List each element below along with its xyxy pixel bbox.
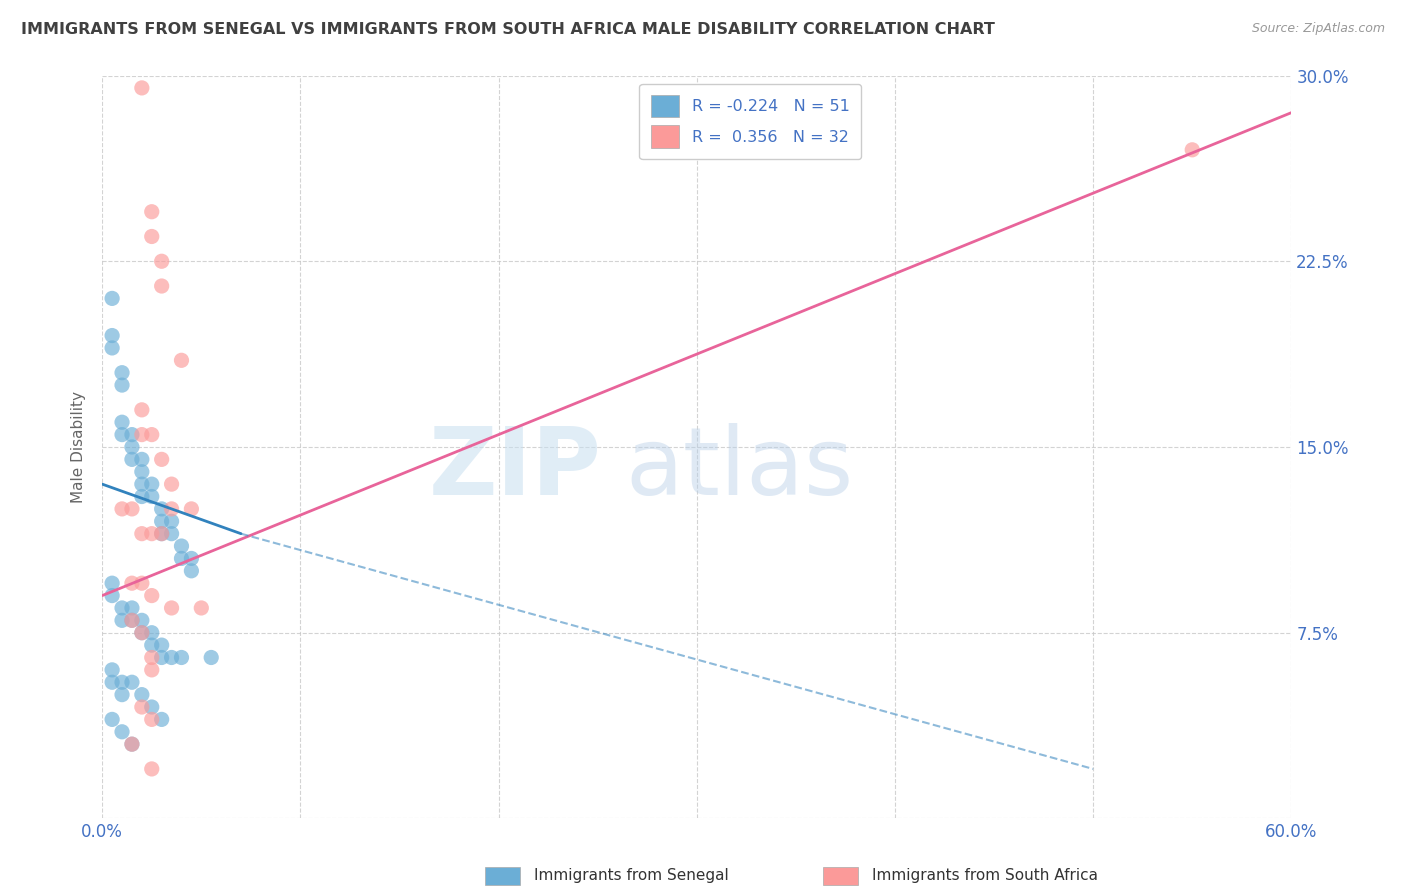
Point — [121, 613, 143, 627]
Point — [141, 713, 163, 727]
Point — [131, 490, 153, 504]
Point — [101, 576, 124, 591]
Point — [141, 700, 163, 714]
Point — [101, 341, 124, 355]
Point — [150, 254, 173, 268]
Point — [121, 440, 143, 454]
Point — [131, 465, 153, 479]
Legend: R = -0.224   N = 51, R =  0.356   N = 32: R = -0.224 N = 51, R = 0.356 N = 32 — [640, 84, 862, 159]
Text: Source: ZipAtlas.com: Source: ZipAtlas.com — [1251, 22, 1385, 36]
Point — [141, 526, 163, 541]
Point — [150, 638, 173, 652]
Point — [131, 576, 153, 591]
Point — [111, 613, 134, 627]
Point — [101, 713, 124, 727]
Point — [101, 663, 124, 677]
Point — [160, 526, 183, 541]
Point — [150, 452, 173, 467]
Point — [141, 229, 163, 244]
Point — [170, 650, 193, 665]
Point — [141, 762, 163, 776]
Point — [101, 292, 124, 306]
Point — [131, 625, 153, 640]
Point — [160, 477, 183, 491]
Point — [131, 452, 153, 467]
Point — [131, 526, 153, 541]
Point — [141, 663, 163, 677]
Point — [111, 366, 134, 380]
Point — [111, 675, 134, 690]
Point — [180, 502, 202, 516]
Point — [131, 427, 153, 442]
Point — [150, 526, 173, 541]
Point — [141, 490, 163, 504]
Point — [101, 589, 124, 603]
Text: Immigrants from Senegal: Immigrants from Senegal — [534, 869, 730, 883]
Point — [160, 601, 183, 615]
Point — [111, 502, 134, 516]
Point — [150, 514, 173, 528]
Point — [160, 514, 183, 528]
Point — [121, 452, 143, 467]
Point — [150, 279, 173, 293]
Point — [131, 688, 153, 702]
Point — [180, 551, 202, 566]
Point — [180, 564, 202, 578]
Point — [121, 737, 143, 751]
Point — [121, 675, 143, 690]
Point — [160, 650, 183, 665]
Text: Immigrants from South Africa: Immigrants from South Africa — [872, 869, 1098, 883]
Point — [111, 415, 134, 429]
Point — [141, 427, 163, 442]
Point — [131, 477, 153, 491]
Point — [160, 502, 183, 516]
Point — [121, 601, 143, 615]
Point — [200, 650, 222, 665]
Point — [150, 502, 173, 516]
Point — [121, 502, 143, 516]
Point — [190, 601, 212, 615]
Text: IMMIGRANTS FROM SENEGAL VS IMMIGRANTS FROM SOUTH AFRICA MALE DISABILITY CORRELAT: IMMIGRANTS FROM SENEGAL VS IMMIGRANTS FR… — [21, 22, 995, 37]
Point — [141, 204, 163, 219]
Point — [150, 650, 173, 665]
Point — [150, 526, 173, 541]
Point — [170, 353, 193, 368]
Point — [111, 688, 134, 702]
Point — [141, 477, 163, 491]
Point — [121, 737, 143, 751]
Point — [111, 601, 134, 615]
Point — [131, 700, 153, 714]
Point — [111, 427, 134, 442]
Y-axis label: Male Disability: Male Disability — [72, 391, 86, 503]
Point — [141, 589, 163, 603]
Point — [131, 81, 153, 95]
Point — [121, 427, 143, 442]
Point — [131, 625, 153, 640]
Point — [141, 650, 163, 665]
Point — [170, 551, 193, 566]
Point — [101, 675, 124, 690]
Point — [111, 724, 134, 739]
Point — [150, 713, 173, 727]
Text: ZIP: ZIP — [429, 424, 602, 516]
Text: atlas: atlas — [626, 424, 853, 516]
Point — [121, 613, 143, 627]
Point — [131, 613, 153, 627]
Point — [141, 625, 163, 640]
Point — [131, 402, 153, 417]
Point — [1181, 143, 1204, 157]
Point — [170, 539, 193, 553]
Point — [101, 328, 124, 343]
Point — [121, 576, 143, 591]
Point — [141, 638, 163, 652]
Point — [111, 378, 134, 392]
